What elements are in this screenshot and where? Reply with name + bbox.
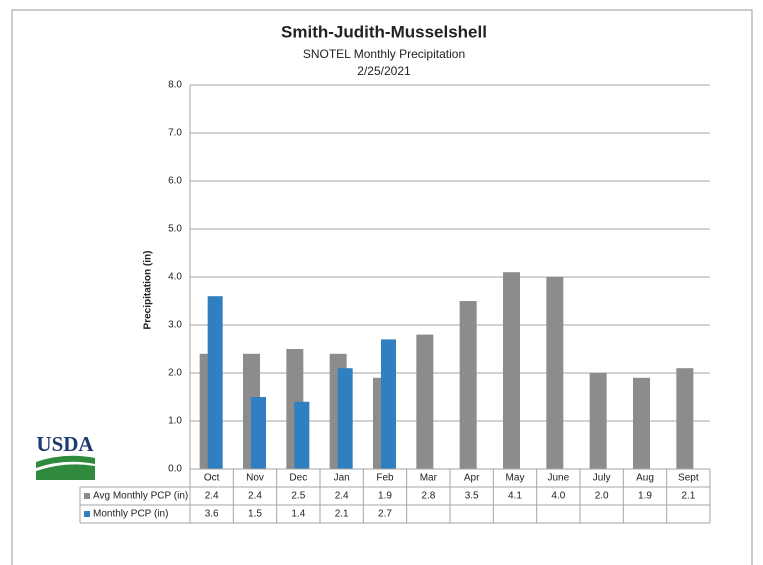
x-tick-label: May [506, 473, 525, 484]
bar [546, 277, 564, 469]
x-tick-label: Feb [376, 473, 394, 484]
table-value: 2.4 [248, 491, 262, 502]
table-value: 2.5 [291, 491, 305, 502]
table-value: 2.4 [335, 491, 349, 502]
x-tick-label: Aug [636, 473, 654, 484]
x-tick-label: July [593, 473, 611, 484]
x-tick-label: Mar [420, 473, 438, 484]
x-tick-label: Oct [204, 473, 220, 484]
logo-swoosh [36, 455, 95, 468]
y-tick-label: 0.0 [168, 464, 182, 475]
y-tick-label: 8.0 [168, 80, 182, 91]
logo-text: USDA [36, 432, 94, 456]
y-tick-label: 3.0 [168, 320, 182, 331]
bar [676, 368, 694, 469]
x-tick-label: Dec [289, 473, 307, 484]
x-tick-label: Nov [246, 473, 264, 484]
bar [337, 368, 353, 469]
table-value: 1.9 [638, 491, 652, 502]
legend-swatch [84, 511, 90, 517]
legend-label: Monthly PCP (in) [93, 509, 168, 520]
table-value: 2.1 [681, 491, 695, 502]
bar [633, 377, 650, 469]
chart-subtitle: SNOTEL Monthly Precipitation [303, 47, 465, 61]
y-tick-label: 4.0 [168, 272, 182, 283]
bar [381, 339, 396, 469]
chart-title: Smith-Judith-Musselshell [281, 22, 487, 41]
x-tick-label: Jan [334, 473, 350, 484]
table-value: 1.4 [291, 509, 305, 520]
logo-swoosh [36, 464, 95, 480]
table-value: 2.7 [378, 509, 392, 520]
x-tick-label: Apr [464, 473, 480, 484]
table-value: 2.1 [335, 509, 349, 520]
table-value: 3.5 [465, 491, 479, 502]
y-axis-label: Precipitation (in) [143, 251, 154, 330]
y-tick-label: 7.0 [168, 128, 182, 139]
x-tick-label: Sept [678, 473, 699, 484]
legend-swatch [84, 493, 90, 499]
y-tick-label: 1.0 [168, 416, 182, 427]
table-value: 3.6 [205, 509, 219, 520]
bar [207, 296, 223, 469]
y-tick-label: 2.0 [168, 368, 182, 379]
y-tick-label: 6.0 [168, 176, 182, 187]
y-tick-label: 5.0 [168, 224, 182, 235]
table-value: 1.5 [248, 509, 262, 520]
table-value: 4.0 [551, 491, 565, 502]
usda-logo: USDA [36, 432, 95, 480]
bar [294, 401, 310, 469]
bar [251, 397, 266, 469]
legend-label: Avg Monthly PCP (in) [93, 491, 188, 502]
table-value: 1.9 [378, 491, 392, 502]
bar [589, 373, 607, 469]
bar [503, 272, 520, 469]
bar [416, 334, 434, 469]
bar [459, 301, 477, 469]
table-value: 2.4 [205, 491, 219, 502]
table-value: 2.8 [421, 491, 435, 502]
frame [11, 9, 753, 565]
table-value: 4.1 [508, 491, 522, 502]
chart-date: 2/25/2021 [357, 64, 411, 78]
table-value: 2.0 [595, 491, 609, 502]
x-tick-label: June [547, 473, 569, 484]
